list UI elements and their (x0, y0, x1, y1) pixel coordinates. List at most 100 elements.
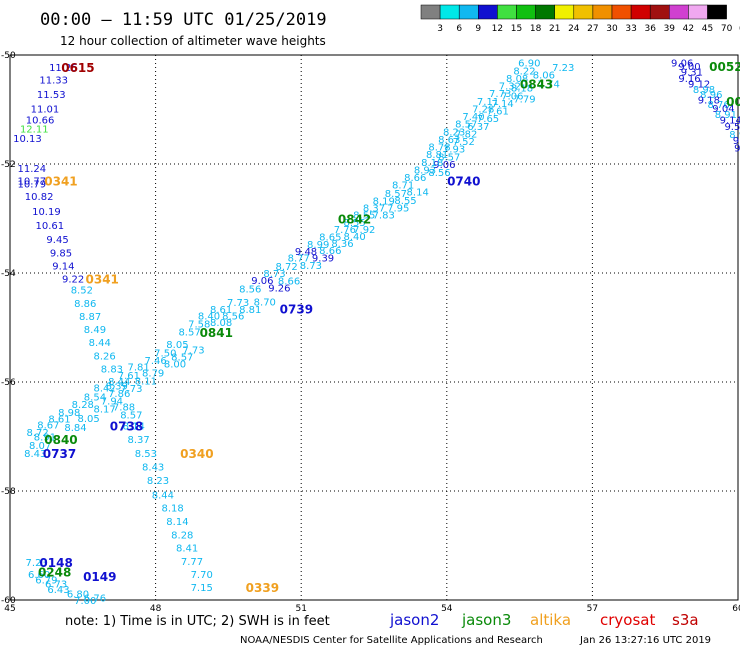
axis-ticks: 45 48 51 54 57 60 -50 -52 -54 -56 -58 -60 (1, 51, 740, 614)
pass-time: 0737 (43, 447, 76, 461)
pass-time: 0841 (200, 326, 233, 340)
pass-time: 0341 (44, 174, 77, 188)
swh-value: 7.52 (453, 137, 475, 148)
swh-value: 11.33 (39, 76, 68, 87)
color-swatch (649, 4, 670, 20)
swh-value: 7.11 (477, 97, 499, 108)
swh-value: 9.85 (50, 248, 72, 259)
swh-value: 8.00 (164, 359, 186, 370)
swh-value: 7.28 (472, 104, 494, 115)
swh-value: 6.43 (47, 585, 69, 596)
satellite-name: altika (530, 611, 571, 629)
swh-value: 8.55 (353, 211, 375, 222)
swh-value: 8.98 (58, 408, 80, 419)
y-tick-label: -56 (1, 378, 16, 388)
swh-value: 8.57 (120, 411, 142, 422)
pass-time: 0339 (246, 581, 279, 595)
swh-value: 7.23 (26, 558, 48, 569)
swh-value: 8.56 (222, 312, 244, 323)
swh-value: 9.39 (312, 254, 334, 265)
swh-value: 7.73 (227, 298, 249, 309)
swh-value: 8.77 (288, 254, 310, 265)
color-scale-label: 24 (568, 24, 580, 34)
swh-value: 8.73 (300, 261, 322, 272)
pass-time: 0840 (44, 433, 77, 447)
pass-time: 0052 (709, 60, 740, 74)
swh-value: 6.80 (67, 589, 89, 600)
swh-value: 7.94 (101, 397, 123, 408)
y-tick-label: -58 (1, 487, 16, 497)
color-scale-label: 12 (492, 24, 503, 34)
color-scale-label: 18 (530, 24, 542, 34)
swh-value: 6.76 (84, 593, 106, 604)
swh-value: 6.37 (467, 122, 489, 133)
swh-value: 8.96 (700, 90, 722, 101)
swh-value: 9.48 (295, 247, 317, 258)
color-swatch (707, 4, 727, 20)
swh-value: 7.58 (188, 320, 210, 331)
swh-value: 9.31 (681, 67, 703, 78)
swh-value: 9.45 (46, 235, 68, 246)
swh-value: 8.18 (421, 158, 443, 169)
swh-value: 6.73 (45, 580, 67, 591)
swh-value: 8.91 (34, 433, 56, 444)
swh-value: 8.65 (319, 232, 341, 243)
swh-value: 10.66 (26, 115, 55, 126)
swh-value: 8.40 (343, 232, 365, 243)
swh-value: 8.57 (455, 120, 477, 131)
swh-value: 8.07 (29, 441, 51, 452)
swh-value: 7.15 (191, 583, 213, 594)
color-scale-label: (ft) (739, 24, 740, 34)
swh-value: 8.91 (715, 110, 737, 121)
swh-value: 7.79 (513, 95, 535, 106)
swh-value: 8.44 (152, 490, 174, 501)
swh-value: 7.86 (108, 389, 130, 400)
color-scale-label: 42 (683, 24, 694, 34)
color-swatch (439, 4, 460, 20)
pass-time: 0148 (39, 556, 72, 570)
swh-value: 7.14 (491, 99, 513, 110)
swh-value: 6.90 (518, 59, 540, 70)
color-scale-label: 70 (721, 24, 733, 34)
swh-value: 9.00 (678, 62, 700, 73)
x-tick-label: 57 (587, 604, 598, 614)
swh-value: 7.61 (118, 371, 140, 382)
pass-time: 0738 (110, 420, 143, 434)
plot-frame (9, 54, 739, 601)
swh-value: 8.71 (392, 181, 414, 192)
swh-value: 8.63 (438, 135, 460, 146)
color-swatch (611, 4, 632, 20)
swh-value: 7.93 (443, 145, 465, 156)
swh-value: 8.08 (506, 74, 528, 85)
swh-value: 7.82 (455, 129, 477, 140)
swh-value: 8.53 (135, 449, 157, 460)
satellite-legend: jason2 jason3 altika cryosat s3a (389, 611, 699, 629)
color-scale-label: 36 (644, 24, 656, 34)
swh-value: 8.37 (363, 204, 385, 215)
swh-value: 7.73 (120, 384, 142, 395)
swh-value: 8.36 (331, 239, 353, 250)
swh-value: 8.73 (263, 269, 285, 280)
swh-value: 7.88 (113, 403, 135, 414)
swh-value: 8.72 (27, 428, 49, 439)
color-swatch (630, 4, 651, 20)
swh-value: 8.56 (239, 284, 261, 295)
swh-value: 8.55 (343, 218, 365, 229)
pass-time-labels: 0615 0341 0341 0740 0843 0842 0739 0841 0738 0840… (38, 60, 740, 595)
pass-time: 0740 (447, 174, 480, 188)
color-scale-label: 30 (606, 24, 618, 34)
swh-value: 10.19 (32, 207, 61, 218)
swh-value: 10.61 (35, 221, 64, 232)
swh-value: 8.06 (533, 71, 555, 82)
swh-value: 8.81 (426, 150, 448, 161)
satellite-name: jason3 (461, 611, 511, 629)
pass-time: 0051 (726, 95, 740, 109)
swh-value: 6.60 (28, 570, 50, 581)
credit-line: NOAA/NESDIS Center for Satellite Applica… (240, 635, 543, 646)
color-swatch (458, 4, 479, 20)
swh-value: 8.08 (210, 318, 232, 329)
swh-value: 8.93 (414, 165, 436, 176)
color-swatch (573, 4, 594, 20)
swh-value: 8.99 (307, 240, 329, 251)
pass-time: 0739 (280, 302, 313, 316)
